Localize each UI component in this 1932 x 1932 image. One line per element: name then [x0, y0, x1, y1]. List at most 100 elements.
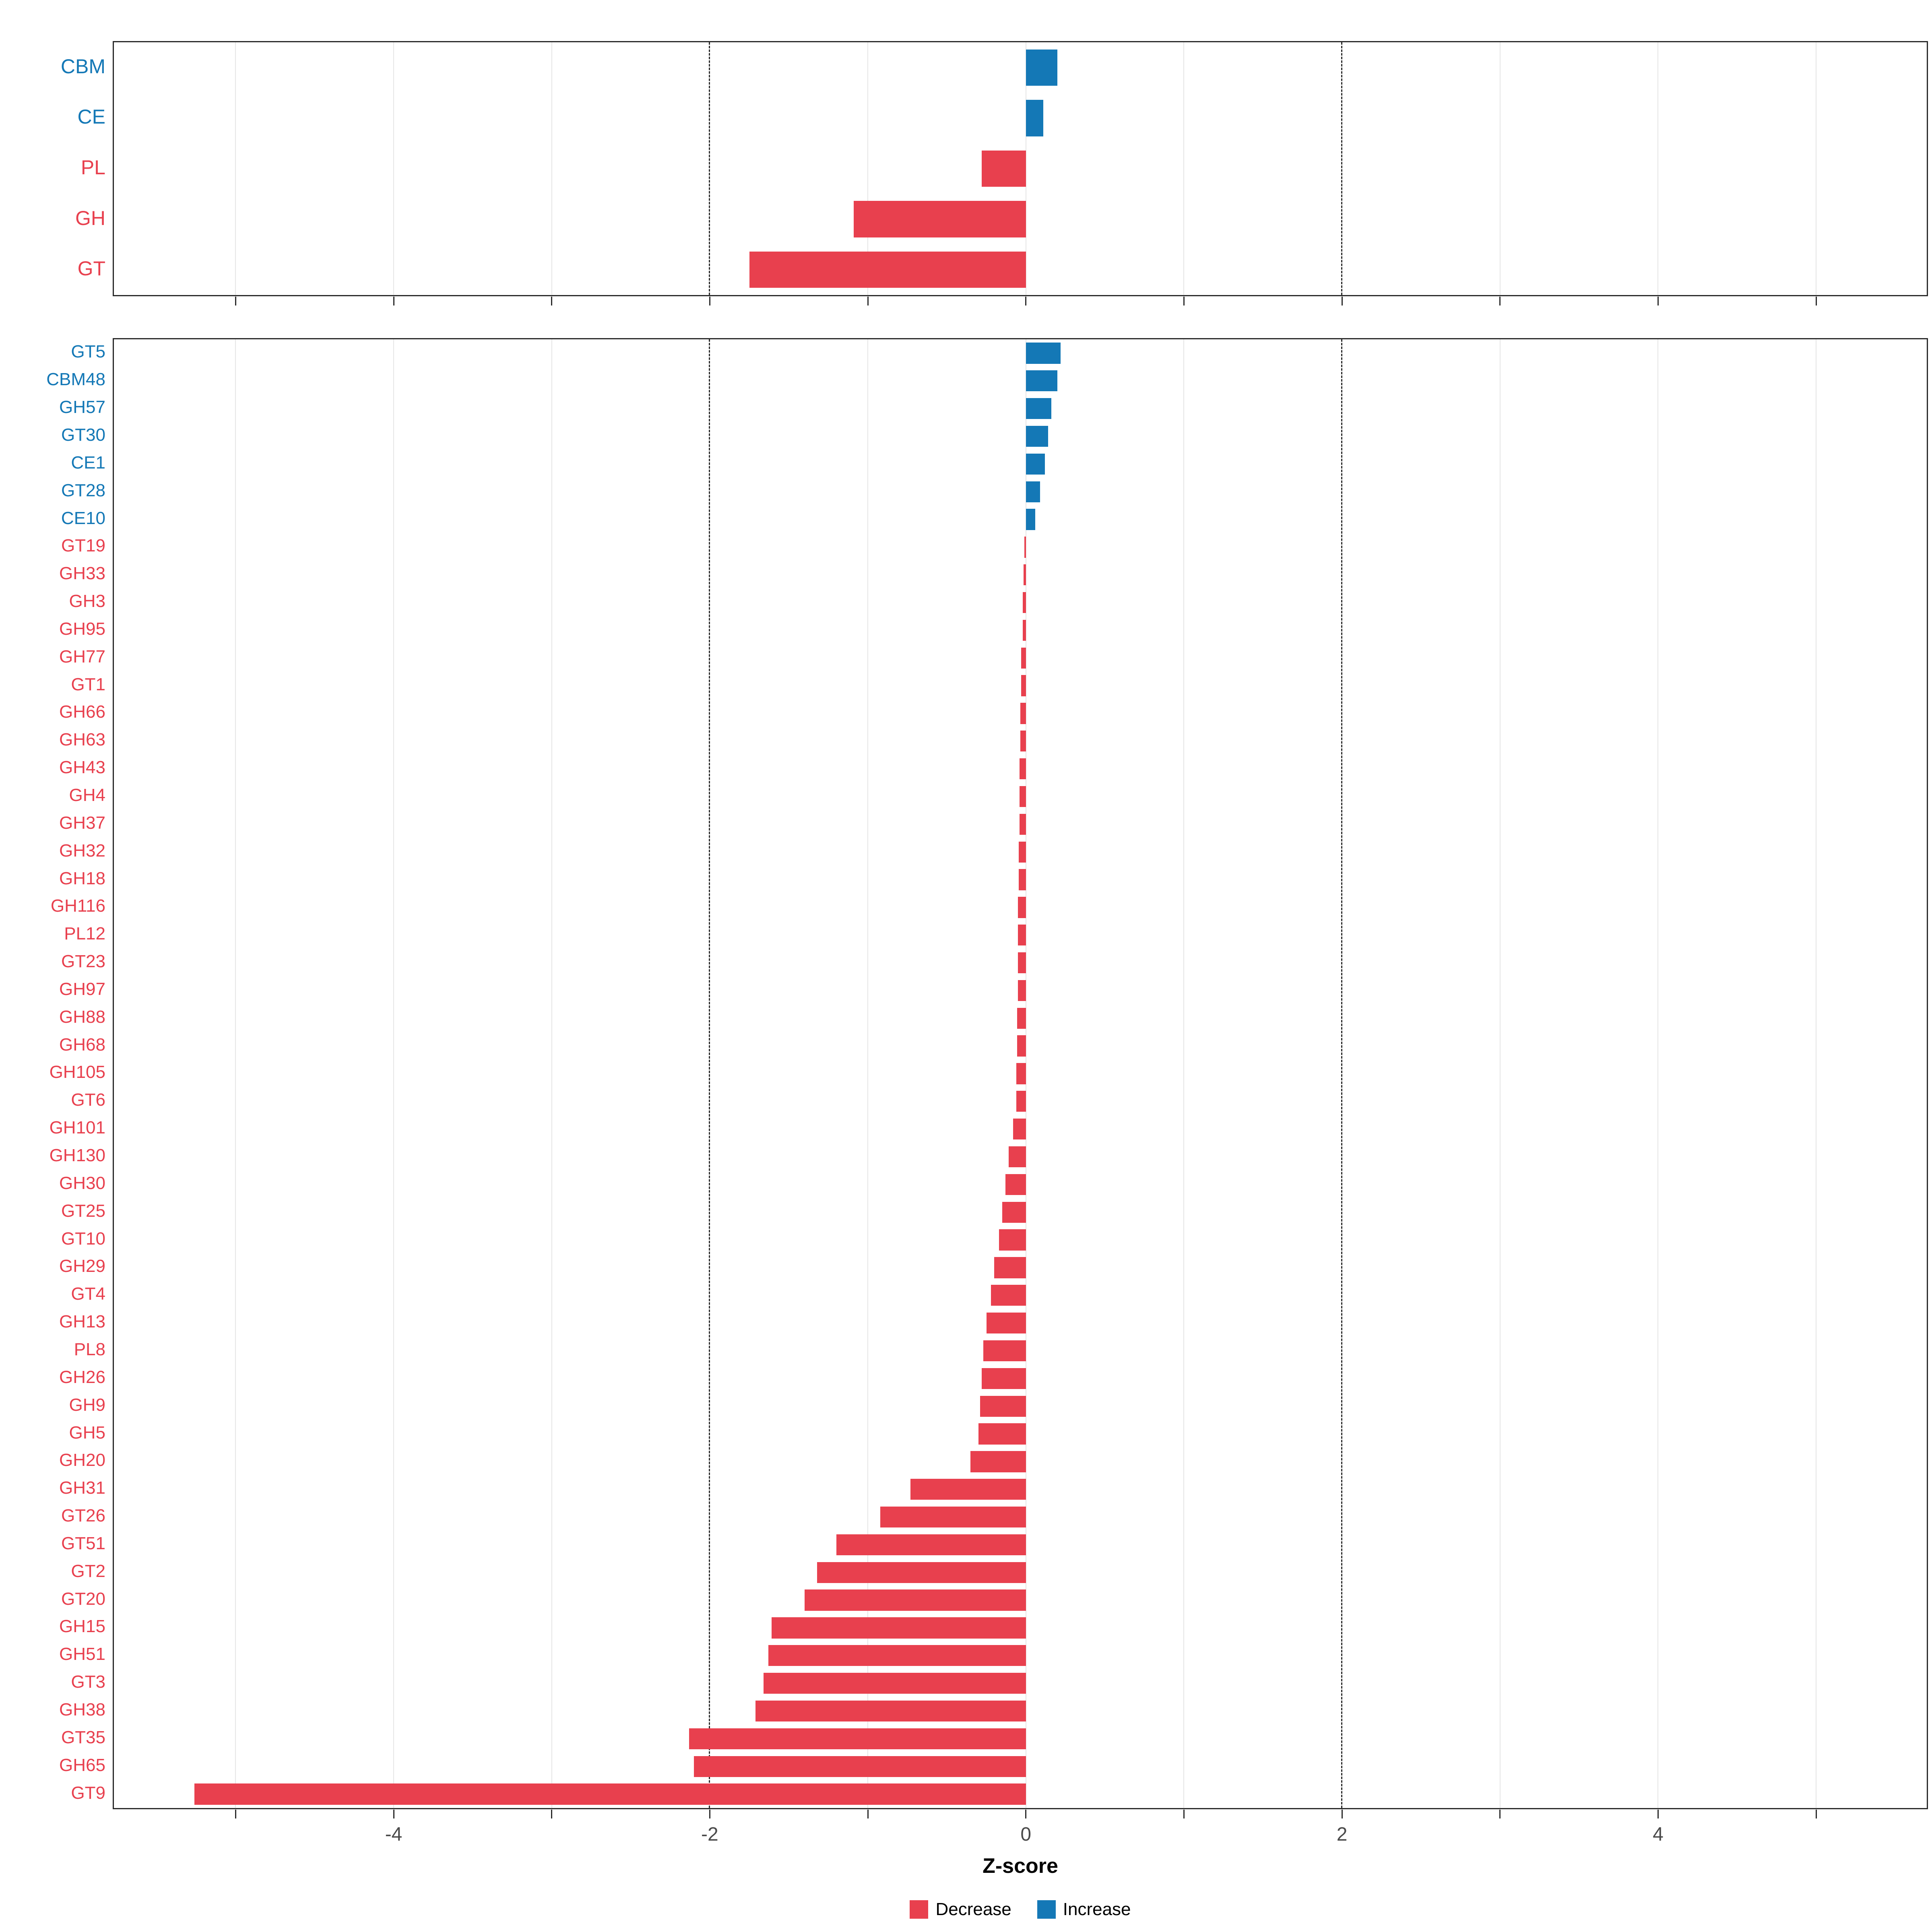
bar-GH68 — [1017, 1035, 1026, 1057]
legend-label-decrease: Decrease — [935, 1899, 1011, 1919]
class-panel-plot-area — [113, 41, 1928, 296]
legend-key-increase-swatch — [1037, 1900, 1056, 1919]
legend-label-increase: Increase — [1063, 1899, 1131, 1919]
bar-GH15 — [771, 1617, 1026, 1639]
category-label-GT19: GT19 — [61, 536, 105, 556]
gridline — [551, 42, 552, 295]
x-tick — [1183, 297, 1185, 305]
category-label-GT23: GT23 — [61, 952, 105, 972]
category-label-GT5: GT5 — [71, 342, 105, 362]
x-tick — [393, 1810, 394, 1818]
bar-GH95 — [1022, 619, 1026, 641]
gridline — [393, 42, 394, 295]
x-tick — [1341, 297, 1343, 305]
bar-GT3 — [763, 1673, 1026, 1694]
legend: Decrease Increase — [113, 1897, 1928, 1922]
category-label-PL: PL — [80, 156, 105, 179]
bar-GH13 — [986, 1312, 1026, 1334]
bar-GH3 — [1022, 592, 1026, 613]
bar-GH5 — [978, 1423, 1026, 1445]
bar-GH63 — [1020, 731, 1026, 752]
category-label-GH88: GH88 — [59, 1007, 105, 1027]
category-label-CBM48: CBM48 — [46, 369, 105, 390]
bar-PL8 — [983, 1340, 1026, 1362]
bar-GT4 — [991, 1285, 1026, 1306]
bar-GH130 — [1008, 1146, 1026, 1168]
bar-GH57 — [1026, 398, 1051, 419]
category-label-GH9: GH9 — [69, 1395, 105, 1415]
bar-GT51 — [836, 1534, 1026, 1556]
category-label-GT35: GT35 — [61, 1727, 105, 1747]
bar-GH88 — [1017, 1007, 1026, 1029]
category-label-GT20: GT20 — [61, 1589, 105, 1609]
bar-GH29 — [994, 1257, 1026, 1278]
category-label-GT2: GT2 — [71, 1561, 105, 1581]
bar-GH4 — [1020, 786, 1026, 807]
x-ticks-top — [114, 297, 1927, 307]
x-tick-label: 4 — [1653, 1824, 1664, 1845]
category-label-GH32: GH32 — [59, 840, 105, 861]
bar-CE1 — [1026, 453, 1045, 475]
x-tick — [1025, 1810, 1027, 1818]
bar-GH51 — [768, 1645, 1026, 1666]
category-label-GH: GH — [75, 206, 105, 229]
x-tick — [867, 297, 869, 305]
bar-GH116 — [1018, 897, 1026, 918]
bar-GT23 — [1018, 952, 1026, 974]
bar-GH37 — [1020, 813, 1026, 835]
category-label-GT1: GT1 — [71, 674, 105, 694]
gridline — [235, 339, 236, 1808]
x-tick — [709, 297, 710, 305]
class-panel-category-labels: CBM CE PL GH GT — [0, 41, 105, 296]
bar-GT28 — [1026, 481, 1040, 502]
gridline — [1183, 42, 1185, 295]
x-tick-label: -2 — [701, 1824, 718, 1845]
bar-GH26 — [981, 1368, 1026, 1389]
bar-PL — [981, 150, 1026, 187]
bar-GH9 — [980, 1395, 1026, 1417]
family-panel-category-labels: GT5 CBM48 GH57 GT30 CE1 GT28 CE10 GT19 GH33 GH3 GH… — [0, 338, 105, 1809]
bar-GT6 — [1016, 1091, 1026, 1112]
category-label-GH29: GH29 — [59, 1256, 105, 1276]
bar-GT19 — [1024, 537, 1026, 558]
category-label-GT4: GT4 — [71, 1284, 105, 1304]
category-label-PL8: PL8 — [74, 1339, 105, 1359]
category-label-CE10: CE10 — [61, 508, 105, 528]
category-label-GT26: GT26 — [61, 1506, 105, 1526]
x-tick — [1815, 1810, 1817, 1818]
category-label-CBM: CBM — [60, 55, 105, 78]
category-label-GH33: GH33 — [59, 564, 105, 584]
category-label-GH57: GH57 — [59, 397, 105, 417]
x-tick — [1025, 297, 1027, 305]
bar-GT25 — [1002, 1201, 1026, 1223]
legend-item-decrease: Decrease — [910, 1899, 1011, 1920]
bar-CBM — [1026, 49, 1058, 86]
x-tick — [1499, 1810, 1501, 1818]
gridline — [393, 339, 394, 1808]
category-label-GH20: GH20 — [59, 1450, 105, 1470]
bar-GT20 — [804, 1589, 1026, 1611]
category-label-GH51: GH51 — [59, 1644, 105, 1664]
x-axis-tick-labels: -4 -2 0 2 4 — [114, 1823, 1927, 1848]
gridline — [235, 42, 236, 295]
category-label-GT28: GT28 — [61, 480, 105, 500]
category-label-GH30: GH30 — [59, 1173, 105, 1193]
category-label-GH15: GH15 — [59, 1616, 105, 1637]
x-tick — [235, 1810, 236, 1818]
bar-GT9 — [194, 1783, 1026, 1805]
reference-line — [1341, 42, 1343, 295]
category-label-CE1: CE1 — [71, 452, 105, 473]
x-tick-label: 0 — [1020, 1824, 1032, 1845]
bar-GT5 — [1026, 343, 1061, 364]
gridline — [867, 339, 869, 1808]
category-label-GH95: GH95 — [59, 619, 105, 639]
gridline — [1657, 42, 1659, 295]
bar-CBM48 — [1026, 370, 1058, 392]
bar-GH20 — [970, 1451, 1026, 1472]
bar-GH — [853, 201, 1026, 237]
legend-key-decrease-swatch — [910, 1900, 929, 1919]
bar-GH101 — [1013, 1119, 1026, 1140]
category-label-GH13: GH13 — [59, 1312, 105, 1332]
category-label-GH38: GH38 — [59, 1700, 105, 1720]
